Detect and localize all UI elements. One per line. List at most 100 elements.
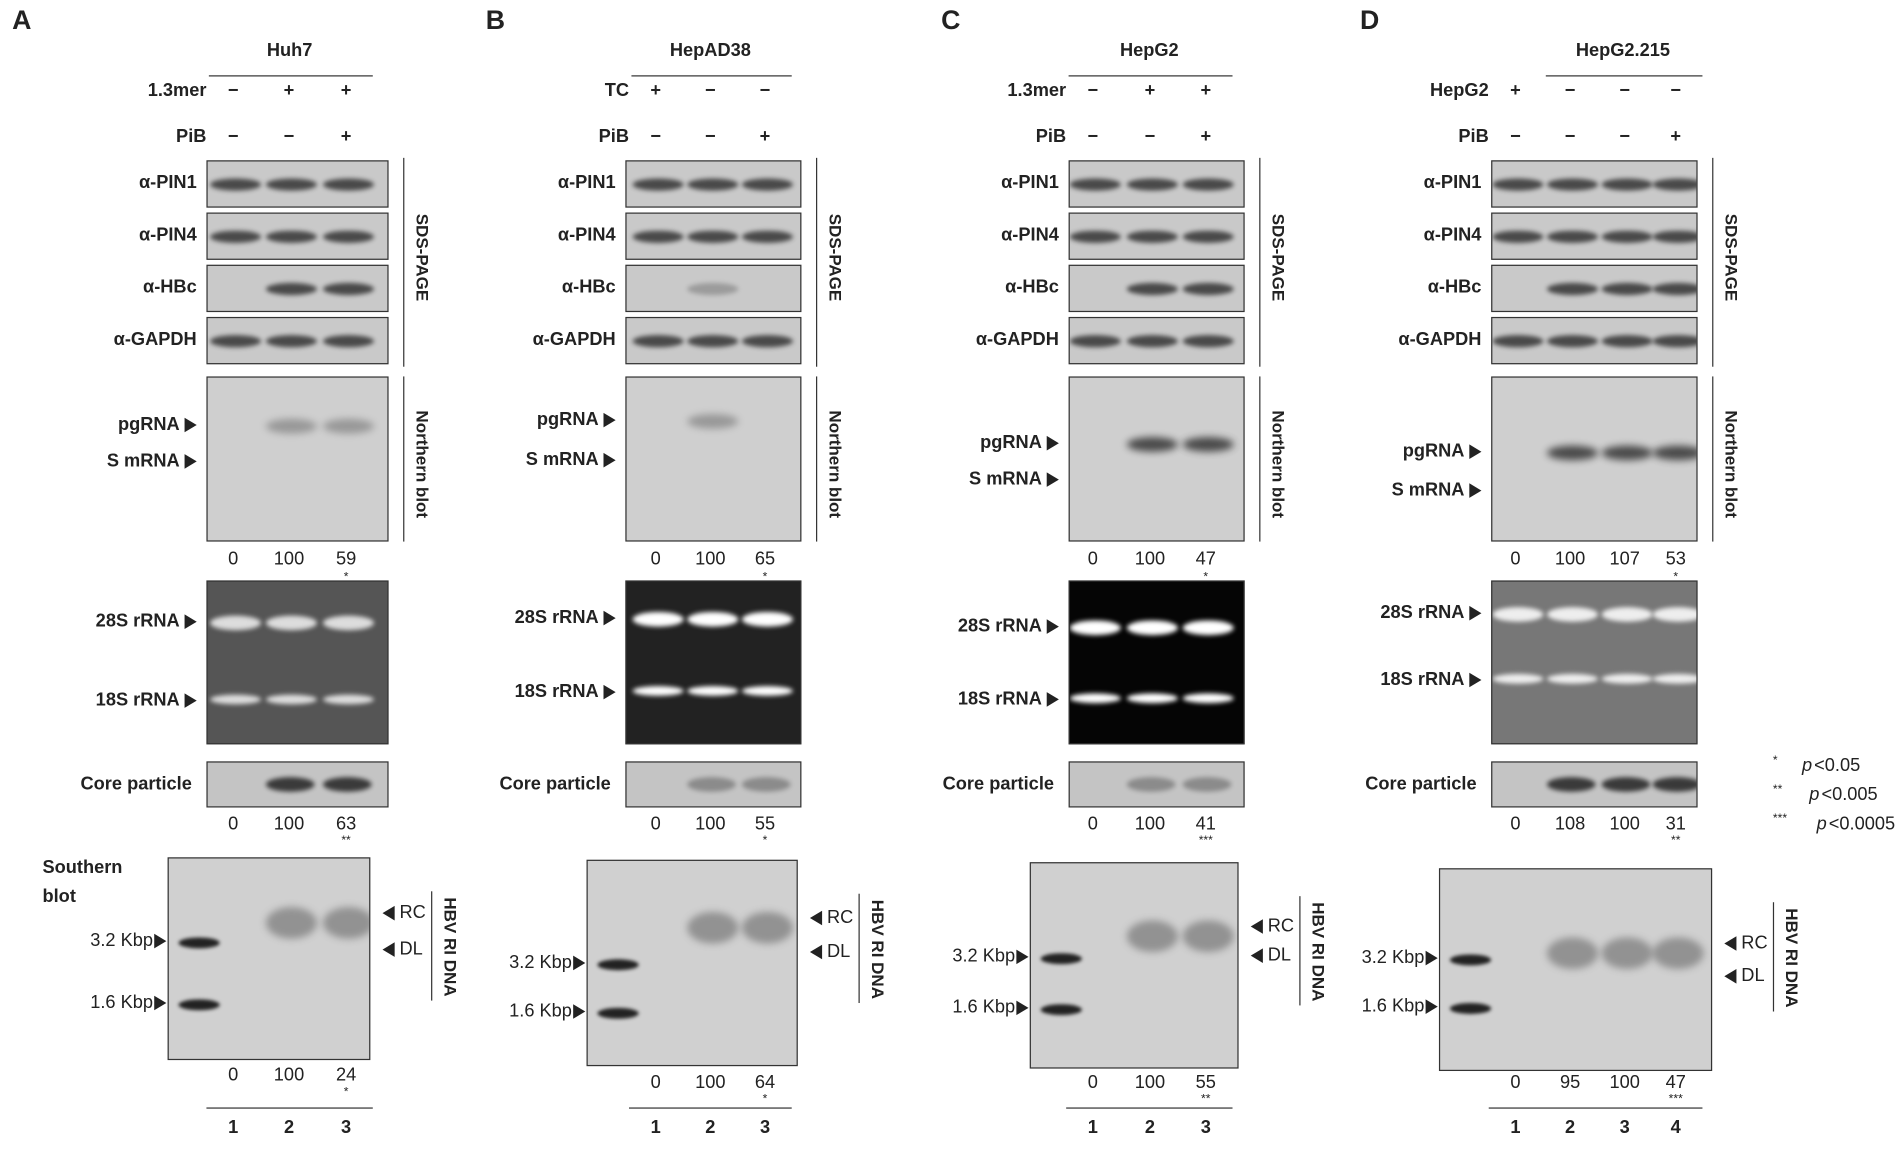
quant-value: 55 — [1195, 1072, 1216, 1093]
core-blot — [1068, 761, 1245, 808]
arrow — [382, 942, 395, 957]
marker-label: 28S rRNA — [1380, 602, 1465, 623]
arrow — [809, 910, 823, 926]
marker-label: S mRNA — [1391, 479, 1465, 501]
arrow — [573, 955, 586, 971]
marker-label: 28S rRNA — [95, 610, 180, 632]
band — [632, 686, 684, 696]
band — [210, 230, 262, 243]
sign: + — [1200, 126, 1212, 147]
panel-letter: B — [485, 4, 506, 36]
band — [1601, 777, 1651, 792]
western-blot — [206, 212, 389, 260]
quant-value: 24 — [335, 1064, 357, 1086]
band — [687, 282, 739, 296]
arrow — [603, 610, 616, 626]
side-label: Northern blot — [1268, 410, 1289, 519]
western-blot — [625, 316, 802, 365]
arrow — [1724, 969, 1737, 984]
cell-line: HepG2 — [1119, 40, 1179, 61]
blot-label: α-HBc — [143, 276, 197, 298]
rule — [208, 75, 373, 77]
blot-label: α-HBc — [561, 276, 616, 298]
blot-label: α-PIN1 — [138, 172, 197, 194]
lane-number: 1 — [1087, 1117, 1098, 1138]
sign: − — [705, 126, 716, 147]
quant-value: 0 — [1510, 1072, 1521, 1093]
rule — [816, 157, 818, 367]
band — [1601, 178, 1653, 191]
band — [1652, 777, 1697, 792]
marker-label: pgRNA — [1402, 440, 1465, 462]
condition-label: 1.3mer — [1007, 80, 1067, 101]
western-blot — [1491, 264, 1698, 313]
quant-value: 107 — [1609, 548, 1640, 570]
blot-label: α-GAPDH — [975, 329, 1059, 350]
band — [265, 178, 317, 191]
arrow — [603, 412, 616, 428]
band — [1652, 673, 1697, 684]
sign: − — [1564, 80, 1576, 101]
marker-label: 1.6 Kbp — [509, 1000, 572, 1022]
northern-blot — [625, 376, 802, 542]
arrow — [1250, 948, 1263, 963]
quant-value: 59 — [335, 548, 357, 570]
band — [1492, 607, 1544, 622]
rule — [403, 376, 405, 542]
sign: − — [1087, 80, 1099, 101]
band — [1449, 1003, 1492, 1014]
side-label: Northern blot — [825, 410, 846, 519]
western-blot — [1491, 212, 1698, 260]
band — [323, 907, 370, 939]
band — [1126, 178, 1178, 191]
core-blot — [1491, 761, 1698, 808]
quant-value: 100 — [695, 548, 726, 570]
band — [597, 1007, 639, 1019]
significance: ** — [341, 834, 351, 848]
marker-label: 18S rRNA — [514, 681, 599, 702]
band — [210, 178, 262, 191]
blot-label: Core particle — [499, 773, 611, 795]
marker-label: 28S rRNA — [514, 607, 599, 628]
band — [1652, 178, 1697, 191]
legend-p: p — [1816, 813, 1827, 835]
blot-label: α-HBc — [1005, 276, 1059, 298]
band — [1182, 335, 1234, 348]
band — [265, 615, 317, 631]
significance: * — [762, 834, 768, 848]
arrow — [1425, 999, 1438, 1014]
band — [1182, 282, 1234, 296]
sign: − — [283, 126, 295, 147]
lane-number: 3 — [1200, 1117, 1211, 1138]
band — [323, 777, 372, 792]
blot-label: α-PIN4 — [557, 224, 616, 246]
southern-blot — [1029, 862, 1239, 1069]
quant-value: 108 — [1554, 813, 1586, 835]
band — [741, 612, 793, 627]
significance: * — [343, 1085, 349, 1099]
arrow — [154, 933, 167, 949]
band — [1547, 282, 1599, 296]
condition-label: PiB — [598, 126, 630, 147]
southern-blot — [586, 859, 798, 1067]
quant-value: 64 — [754, 1072, 776, 1093]
rule — [631, 75, 792, 77]
band — [1492, 673, 1544, 684]
band — [1652, 335, 1697, 348]
side-label: HBV RI DNA — [440, 897, 461, 997]
sign: − — [1619, 80, 1631, 101]
rule — [1712, 157, 1714, 367]
blot-label: α-PIN1 — [1001, 172, 1059, 194]
blot-label: α-PIN4 — [1001, 224, 1059, 246]
blot-label: Southern blot — [42, 857, 123, 908]
quant-value: 100 — [1134, 1072, 1166, 1093]
significance: * — [762, 570, 768, 585]
significance: * — [1673, 570, 1679, 585]
sign: − — [227, 126, 239, 147]
lane-number: 2 — [1144, 1117, 1156, 1138]
lane-number: 3 — [1619, 1117, 1630, 1138]
arrow — [184, 454, 197, 469]
blot-label: α-PIN1 — [1423, 172, 1482, 194]
legend-stars: * — [1772, 754, 1778, 768]
